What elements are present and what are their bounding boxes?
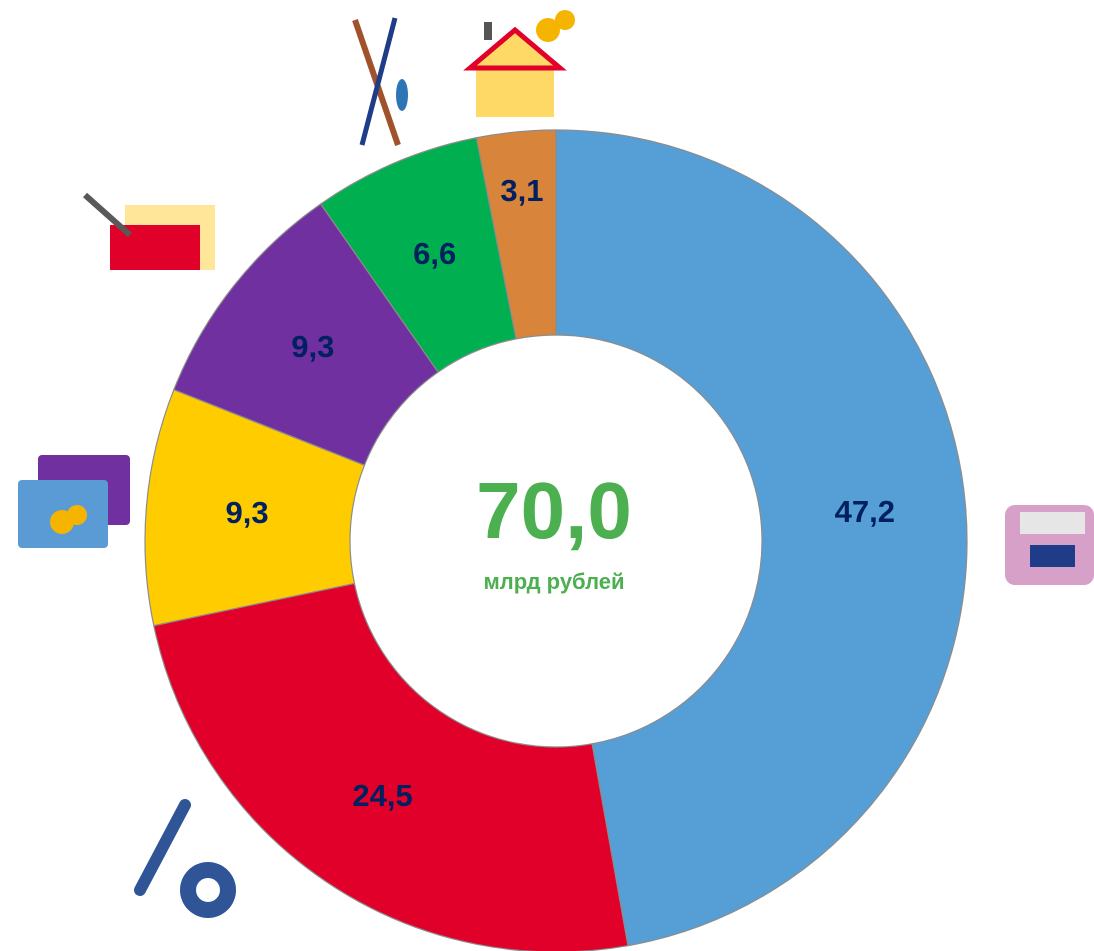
center-label: млрд рублей	[483, 569, 624, 594]
value-label: 24,5	[352, 778, 412, 813]
segment	[555, 129, 968, 947]
center-value: 70,0	[476, 466, 632, 555]
value-label: 9,3	[226, 495, 269, 530]
segment	[153, 582, 629, 951]
labels: 47,2 24,5 9,3 9,3 6,6 3,1	[226, 173, 895, 813]
icon-fishing	[352, 17, 408, 146]
value-label: 9,3	[291, 329, 334, 364]
segment	[475, 129, 557, 340]
icon-house	[463, 10, 575, 117]
icon-car	[1005, 505, 1094, 585]
value-label: 6,6	[413, 236, 456, 271]
icon-tools	[134, 799, 236, 918]
value-label: 47,2	[835, 494, 895, 529]
segments	[144, 129, 968, 951]
icon-bricks	[83, 192, 215, 270]
value-label: 3,1	[500, 173, 543, 208]
icon-folder	[18, 455, 130, 548]
